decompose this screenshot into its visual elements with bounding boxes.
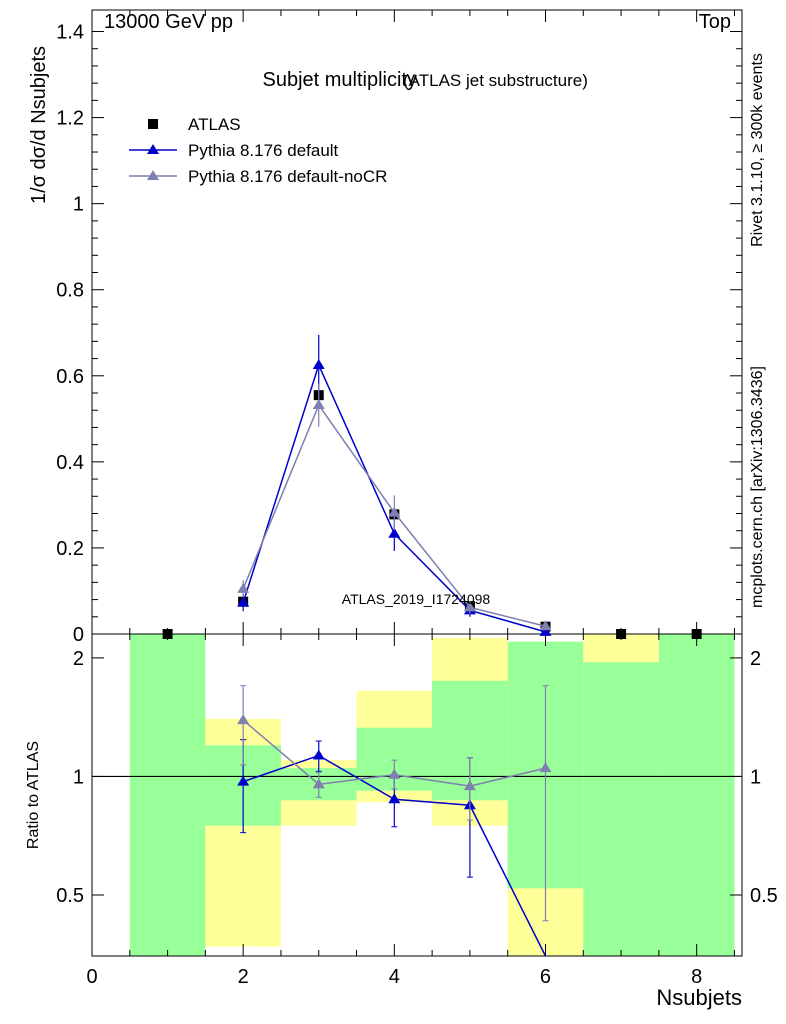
chart-title: Subjet multiplicity — [262, 69, 417, 91]
main-ytick-label-5: 1 — [73, 194, 84, 216]
ratio-ytick-label-right-0: 0.5 — [750, 885, 778, 907]
main-ytick-label-2: 0.4 — [56, 452, 84, 474]
analysis-label: ATLAS_2019_I1724098 — [342, 591, 491, 607]
main-point-1-4 — [539, 625, 552, 636]
ratio-point-0-2 — [388, 793, 401, 804]
ratio-point-1-1 — [312, 778, 325, 789]
mcplots-side-label: mcplots.cern.ch [arXiv:1306.3436] — [749, 366, 766, 608]
ratio-point-1-2 — [388, 768, 401, 779]
band-inner-6 — [583, 662, 659, 956]
main-ytick-label-0: 0 — [73, 624, 84, 646]
ratio-point-0-0 — [237, 775, 250, 786]
ratio-xtick-label-1: 2 — [238, 966, 249, 988]
main-point-1-0 — [237, 596, 250, 607]
ratio-point-1-4 — [539, 762, 552, 773]
main-point-1-1 — [312, 359, 325, 370]
ratio-ytick-label-right-2: 2 — [750, 648, 761, 670]
ratio-ytick-label-left-1: 1 — [73, 766, 84, 788]
rivet-side-label: Rivet 3.1.10, ≥ 300k events — [749, 53, 766, 247]
ratio-ytick-label-right-1: 1 — [750, 766, 761, 788]
legend-label-2: Pythia 8.176 default-noCR — [188, 167, 387, 186]
main-point-2-0 — [237, 582, 250, 593]
main-data-point-6 — [616, 629, 627, 639]
main-ytick-label-3: 0.6 — [56, 366, 84, 388]
ratio-point-1-3 — [463, 780, 476, 791]
chart-marks — [92, 119, 742, 957]
ratio-y-axis-label: Ratio to ATLAS — [25, 741, 42, 849]
main-ytick-label-1: 0.2 — [56, 538, 84, 560]
main-point-2-1 — [312, 399, 325, 410]
ratio-plot-frame — [91, 633, 743, 957]
ratio-uncertainty-bands — [129, 634, 735, 956]
x-axis-label: Nsubjets — [656, 985, 742, 1010]
main-y-axis-label: 1/σ dσ/d Nsubjets — [28, 46, 50, 204]
legend-label-1: Pythia 8.176 default — [188, 141, 339, 160]
ratio-point-0-1 — [312, 749, 325, 760]
main-point-2-3 — [463, 601, 476, 612]
main-ytick-label-6: 1.2 — [56, 108, 84, 130]
process-label: Top — [699, 11, 731, 33]
legend-marker-atlas — [148, 119, 158, 129]
main-data-point-7 — [691, 629, 702, 639]
main-ytick-label-7: 1.4 — [56, 22, 84, 44]
ratio-xtick-label-2: 4 — [389, 966, 400, 988]
ratio-xtick-label-4: 8 — [691, 966, 702, 988]
main-ytick-label-4: 0.8 — [56, 280, 84, 302]
legend-marker-nocr — [147, 170, 159, 180]
main-point-2-2 — [388, 506, 401, 517]
main-point-2-4 — [539, 620, 552, 631]
chart-subtitle: (ATLAS jet substructure) — [403, 71, 588, 90]
ratio-ytick-label-left-0: 0.5 — [56, 885, 84, 907]
ratio-xtick-label-0: 0 — [86, 966, 97, 988]
legend-marker-default — [147, 144, 159, 154]
ratio-xtick-label-3: 6 — [540, 966, 551, 988]
band-inner-0 — [129, 634, 206, 956]
ratio-ytick-label-left-2: 2 — [73, 648, 84, 670]
chart-text: 00.20.40.60.811.21.40 2 4 6 80.5 0.51 12 213000… — [25, 11, 778, 1010]
legend-label-0: ATLAS — [188, 115, 241, 134]
ratio-point-1-0 — [237, 714, 250, 725]
main-data-point-0 — [162, 629, 173, 639]
main-point-1-2 — [388, 527, 401, 538]
band-inner-7 — [658, 634, 735, 956]
energy-label: 13000 GeV pp — [104, 11, 233, 33]
